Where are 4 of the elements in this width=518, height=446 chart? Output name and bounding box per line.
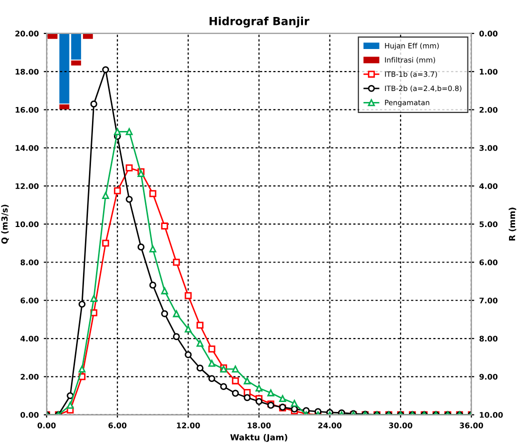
y2-axis-title: R (mm) <box>508 208 516 240</box>
y-axis-title: Q (m3/s) <box>1 204 9 244</box>
chart-title: Hidrograf Banjir <box>210 16 310 28</box>
x-axis-title: Waktu (Jam) <box>230 434 288 442</box>
